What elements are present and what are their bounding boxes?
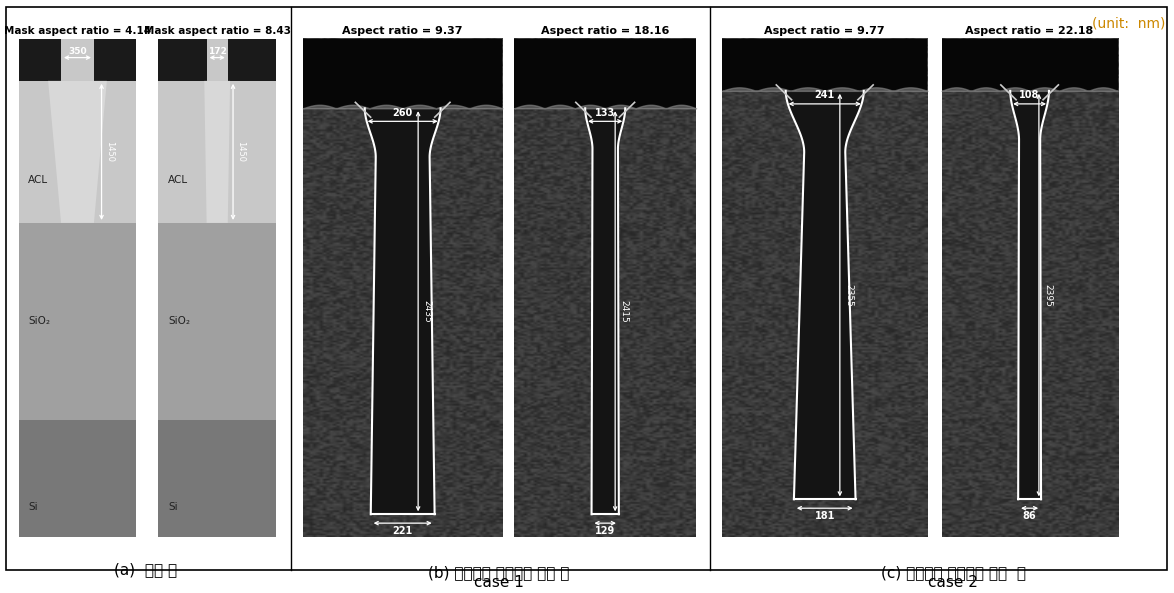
Text: case 2: case 2	[929, 575, 978, 590]
Polygon shape	[48, 81, 107, 223]
Bar	[207, 39, 228, 81]
Text: 221: 221	[392, 526, 413, 536]
Bar	[19, 39, 136, 81]
Text: Aspect ratio = 9.37: Aspect ratio = 9.37	[343, 25, 463, 36]
Bar	[158, 81, 276, 223]
Text: case 1: case 1	[474, 575, 524, 590]
Bar	[158, 39, 276, 537]
Bar	[19, 420, 136, 537]
Bar	[19, 223, 136, 420]
Text: 129: 129	[595, 526, 615, 536]
Text: Si: Si	[168, 502, 177, 512]
Bar	[19, 81, 136, 223]
Text: 2395: 2395	[1044, 283, 1053, 307]
Text: Aspect ratio = 18.16: Aspect ratio = 18.16	[541, 25, 669, 36]
Text: SiO₂: SiO₂	[168, 316, 190, 326]
Text: 2355: 2355	[844, 283, 853, 307]
Text: 241: 241	[815, 90, 835, 100]
Text: (c) 다중순환 플라즈마 식각  후: (c) 다중순환 플라즈마 식각 후	[880, 565, 1026, 580]
Text: 350: 350	[68, 47, 87, 56]
Bar	[158, 223, 276, 420]
Text: 1450: 1450	[237, 141, 245, 162]
Text: ACL: ACL	[28, 176, 48, 185]
Bar	[942, 39, 1118, 91]
Text: 1450: 1450	[106, 141, 114, 162]
Bar	[19, 39, 136, 537]
Bar	[514, 39, 696, 109]
Text: 260: 260	[392, 108, 413, 118]
Bar	[722, 39, 927, 91]
Polygon shape	[785, 91, 864, 499]
Bar	[158, 420, 276, 537]
Bar	[61, 39, 94, 81]
Text: Aspect ratio = 9.77: Aspect ratio = 9.77	[764, 25, 885, 36]
Text: ACL: ACL	[168, 176, 188, 185]
Text: 2435: 2435	[423, 300, 432, 323]
Bar	[158, 39, 276, 81]
Text: Mask aspect ratio = 8.43: Mask aspect ratio = 8.43	[143, 25, 291, 36]
Text: SiO₂: SiO₂	[28, 316, 50, 326]
Text: Si: Si	[28, 502, 38, 512]
Text: (unit:  nm): (unit: nm)	[1092, 17, 1166, 31]
Text: 133: 133	[595, 108, 615, 118]
Text: Mask aspect ratio = 4.14: Mask aspect ratio = 4.14	[4, 25, 151, 36]
Text: 108: 108	[1019, 90, 1040, 100]
Text: Aspect ratio = 22.18: Aspect ratio = 22.18	[965, 25, 1094, 36]
Bar	[303, 39, 502, 109]
Polygon shape	[204, 81, 230, 223]
Text: 2415: 2415	[620, 300, 629, 323]
Text: 172: 172	[208, 47, 227, 56]
Polygon shape	[585, 109, 626, 514]
Text: (b) 다중순환 플라즈마 식각 후: (b) 다중순환 플라즈마 식각 후	[429, 565, 569, 580]
Text: 181: 181	[815, 511, 835, 521]
Polygon shape	[365, 109, 440, 514]
Text: 86: 86	[1023, 511, 1037, 521]
Text: (a)  식각 전: (a) 식각 전	[114, 563, 177, 578]
Polygon shape	[1010, 91, 1050, 499]
